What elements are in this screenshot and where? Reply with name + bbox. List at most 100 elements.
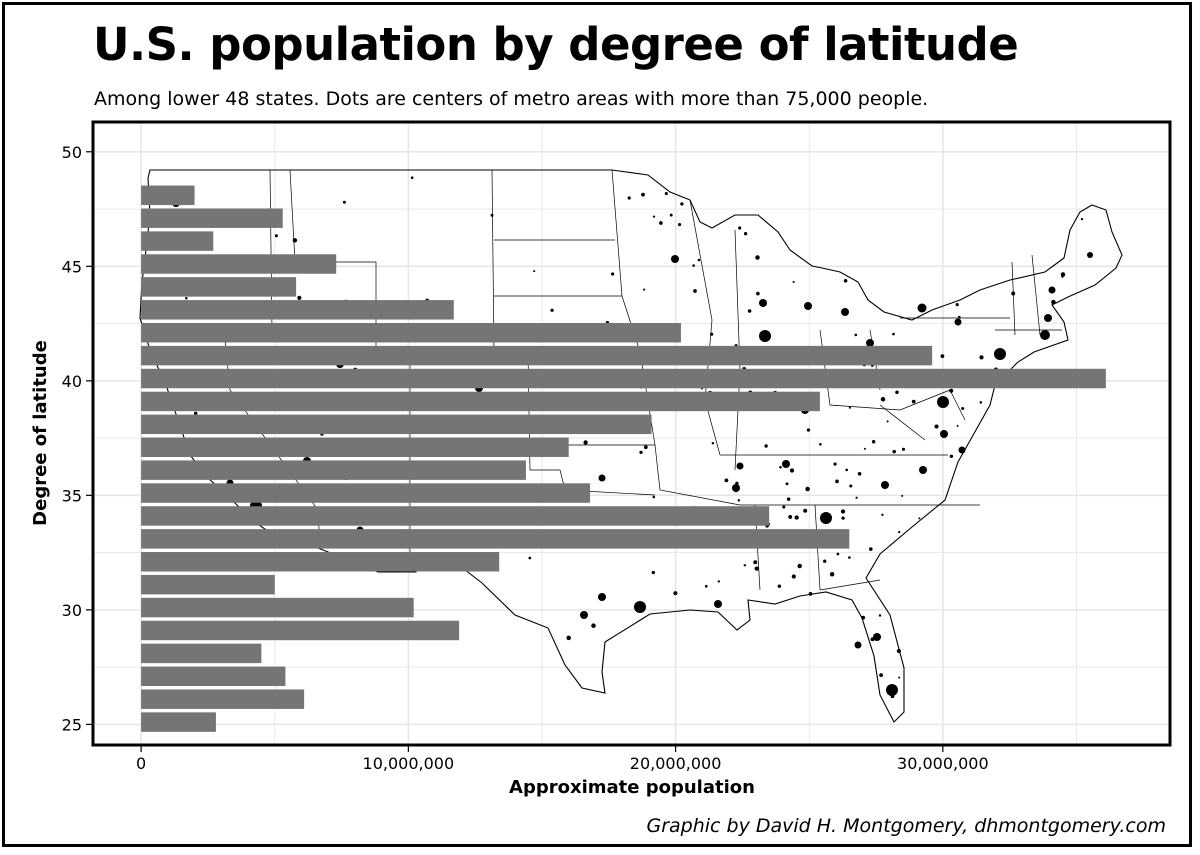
metro-dot <box>841 516 845 520</box>
y-tick-label: 40 <box>62 372 82 391</box>
bar-44 <box>141 277 297 297</box>
bar-34 <box>141 506 770 526</box>
metro-dot <box>737 499 741 502</box>
bar-48 <box>141 185 195 206</box>
metro-dot <box>958 315 961 319</box>
metro-dot <box>880 397 886 402</box>
metro-dot <box>736 462 744 470</box>
metro-dot <box>759 299 767 307</box>
metro-dot <box>854 641 862 649</box>
metro-dot <box>664 191 668 196</box>
metro-dot <box>1061 275 1064 278</box>
metro-dot <box>693 289 697 293</box>
state-border <box>1011 261 1016 336</box>
chart-subtitle: Among lower 48 states. Dots are centers … <box>94 88 929 110</box>
bar-25 <box>141 712 216 732</box>
metro-dot <box>803 508 808 513</box>
x-tick-label: 20,000,000 <box>630 754 722 773</box>
metro-dot <box>979 355 984 360</box>
metro-dot <box>652 495 656 499</box>
metro-dot <box>961 406 965 411</box>
metro-dot <box>808 592 813 596</box>
metro-dot <box>869 547 873 551</box>
metro-dot <box>1080 217 1084 221</box>
metro-dot <box>833 462 837 466</box>
metro-dot <box>886 420 889 423</box>
metro-dot <box>896 648 902 654</box>
bar-38 <box>141 414 652 435</box>
metro-dot <box>759 330 771 342</box>
state-border <box>819 579 881 591</box>
metro-dot <box>777 584 782 588</box>
metro-dot <box>1040 330 1050 340</box>
metro-dot <box>843 279 848 283</box>
plot-border <box>91 120 1172 747</box>
metro-dot <box>892 332 895 336</box>
metro-dot <box>643 445 648 450</box>
metro-dot <box>854 333 858 337</box>
bar-32 <box>141 552 500 572</box>
metro-dot <box>881 513 884 516</box>
metro-dot <box>836 552 840 556</box>
bar-47 <box>141 208 283 228</box>
metro-dot <box>898 676 901 679</box>
metro-dot <box>639 450 643 455</box>
x-axis-ticks: 0 10,000,000 20,000,000 30,000,000 <box>136 746 989 773</box>
metro-dot <box>789 468 795 473</box>
bar-33 <box>141 529 850 549</box>
metro-dot <box>1051 299 1056 305</box>
metro-dot <box>292 238 298 243</box>
y-tick-label: 25 <box>62 715 82 734</box>
metro-dot <box>901 447 906 451</box>
y-tick-label: 30 <box>62 601 82 620</box>
x-tick-label: 30,000,000 <box>897 754 989 773</box>
metro-dot <box>954 318 962 326</box>
metro-dot <box>1087 252 1093 258</box>
metro-dot <box>652 215 656 218</box>
state-border <box>530 469 656 496</box>
metro-dot <box>1011 291 1016 296</box>
bar-27 <box>141 666 286 687</box>
metro-dot <box>791 574 796 579</box>
metro-dot <box>918 517 921 520</box>
bar-30 <box>141 597 414 618</box>
bar-26 <box>141 689 305 709</box>
metro-dot <box>779 465 782 469</box>
metro-dot <box>898 530 901 534</box>
metro-dot <box>1048 286 1056 294</box>
metro-dot <box>634 601 646 613</box>
chart-title: U.S. population by degree of latitude <box>93 18 1019 71</box>
metro-dot <box>410 176 414 180</box>
metro-dot <box>949 388 954 393</box>
bar-28 <box>141 643 262 664</box>
metro-dot <box>819 442 822 446</box>
metro-dot <box>895 390 899 395</box>
metro-dot <box>886 684 898 696</box>
x-tick-label: 10,000,000 <box>363 754 455 773</box>
state-border <box>530 444 741 506</box>
metro-dot <box>669 213 673 217</box>
metro-dot <box>845 468 849 472</box>
metro-dot <box>881 481 889 489</box>
metro-dot <box>641 192 645 197</box>
metro-dot <box>806 428 811 432</box>
metro-dot <box>754 566 759 571</box>
metro-dot <box>274 234 278 238</box>
metro-dot <box>804 302 812 310</box>
bars <box>141 185 1106 732</box>
metro-dot <box>805 486 810 492</box>
metro-dot <box>673 591 678 596</box>
bar-36 <box>141 460 526 480</box>
metro-dot <box>580 611 588 619</box>
metro-dot <box>717 580 720 583</box>
metro-dot <box>917 303 927 313</box>
bar-41 <box>141 345 933 366</box>
metro-dot <box>849 484 853 488</box>
metro-dot <box>714 600 722 608</box>
metro-dot <box>979 401 983 404</box>
metro-dot <box>994 348 1006 360</box>
metro-dot <box>940 354 945 359</box>
bar-35 <box>141 483 591 503</box>
metro-dot <box>785 482 789 486</box>
